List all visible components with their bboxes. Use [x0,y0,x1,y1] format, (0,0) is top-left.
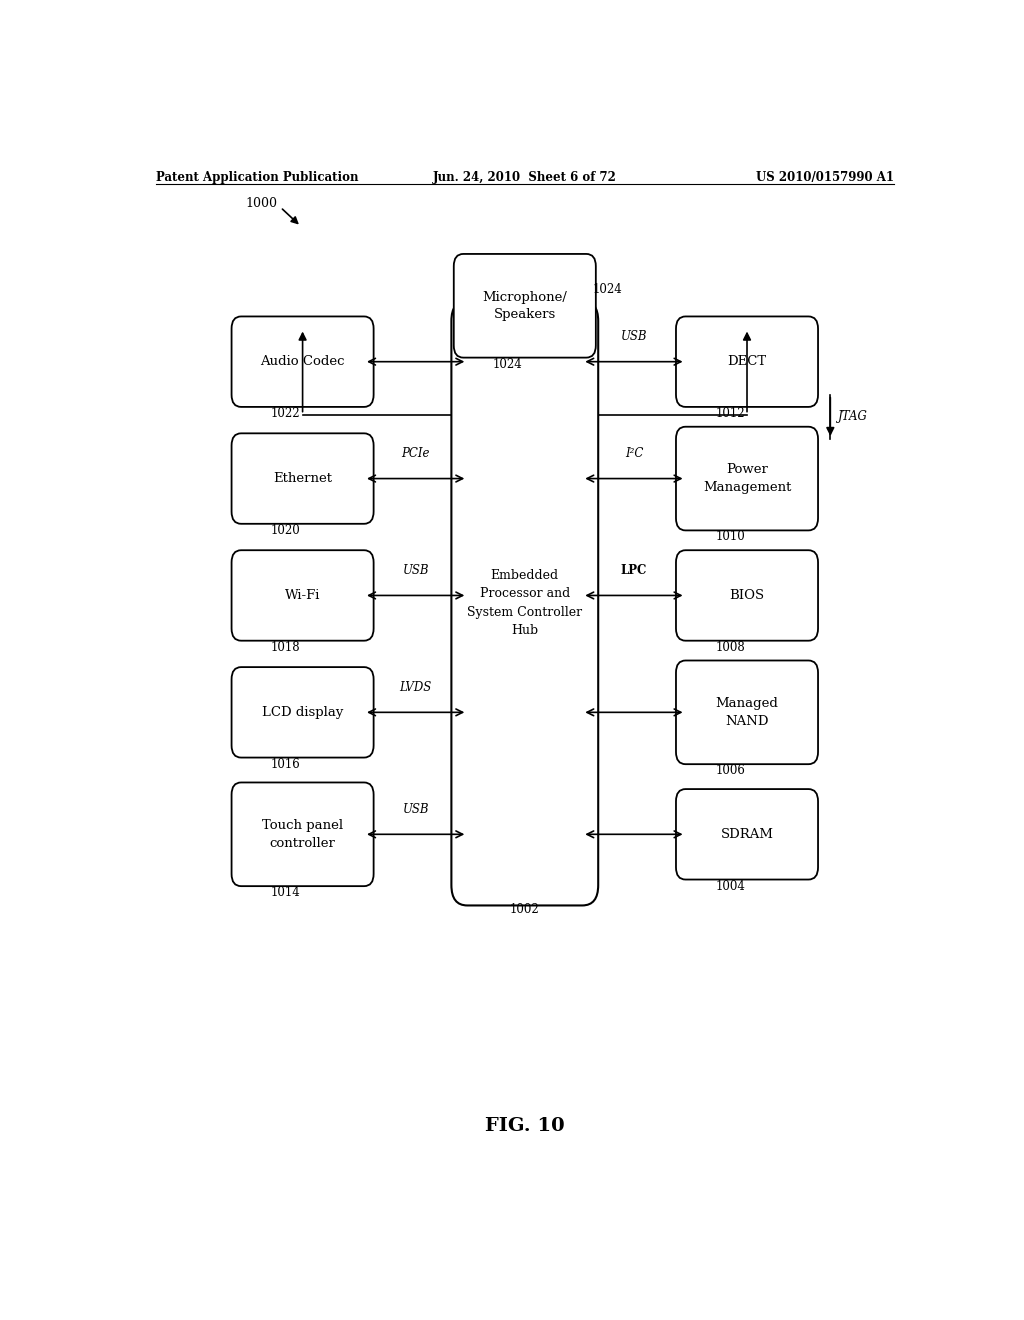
Text: Patent Application Publication: Patent Application Publication [156,170,358,183]
Text: LPC: LPC [621,564,647,577]
FancyBboxPatch shape [452,301,598,906]
Text: DECT: DECT [727,355,767,368]
Text: Wi-Fi: Wi-Fi [285,589,321,602]
FancyBboxPatch shape [676,789,818,879]
FancyBboxPatch shape [231,317,374,407]
Text: Ethernet: Ethernet [273,473,332,484]
Text: Embedded
Processor and
System Controller
Hub: Embedded Processor and System Controller… [467,569,583,638]
Text: Managed
NAND: Managed NAND [716,697,778,727]
Text: 1000: 1000 [246,197,278,210]
Text: USB: USB [402,803,429,816]
Text: US 2010/0157990 A1: US 2010/0157990 A1 [756,170,894,183]
Text: Jun. 24, 2010  Sheet 6 of 72: Jun. 24, 2010 Sheet 6 of 72 [433,170,616,183]
FancyBboxPatch shape [454,253,596,358]
Text: 1022: 1022 [270,407,300,420]
Text: Touch panel
controller: Touch panel controller [262,818,343,850]
Text: 1016: 1016 [270,758,301,771]
Text: 1008: 1008 [715,640,745,653]
Text: 1020: 1020 [270,524,301,537]
Text: Microphone/
Speakers: Microphone/ Speakers [482,290,567,321]
FancyBboxPatch shape [231,550,374,640]
Text: Power
Management: Power Management [702,463,792,494]
Text: LCD display: LCD display [262,706,343,719]
Text: SDRAM: SDRAM [721,828,773,841]
Text: 1018: 1018 [270,640,300,653]
Text: I²C: I²C [625,447,643,461]
Text: 1014: 1014 [270,886,301,899]
Text: FIG. 10: FIG. 10 [485,1117,564,1135]
Text: 1002: 1002 [510,903,540,916]
FancyBboxPatch shape [676,317,818,407]
Text: PCIe: PCIe [401,447,430,461]
FancyBboxPatch shape [676,426,818,531]
Text: Audio Codec: Audio Codec [260,355,345,368]
Text: 1010: 1010 [715,531,745,544]
FancyBboxPatch shape [676,550,818,640]
FancyBboxPatch shape [231,783,374,886]
FancyBboxPatch shape [231,667,374,758]
Text: 1024: 1024 [592,282,622,296]
FancyBboxPatch shape [676,660,818,764]
Text: USB: USB [621,330,647,343]
Text: 1024: 1024 [494,358,523,371]
Text: JTAG: JTAG [839,411,868,424]
Text: LVDS: LVDS [399,681,432,694]
Text: USB: USB [402,564,429,577]
Text: BIOS: BIOS [729,589,765,602]
Text: 1004: 1004 [715,879,745,892]
FancyBboxPatch shape [231,433,374,524]
Text: 1006: 1006 [715,764,745,777]
Text: 1012: 1012 [715,407,744,420]
